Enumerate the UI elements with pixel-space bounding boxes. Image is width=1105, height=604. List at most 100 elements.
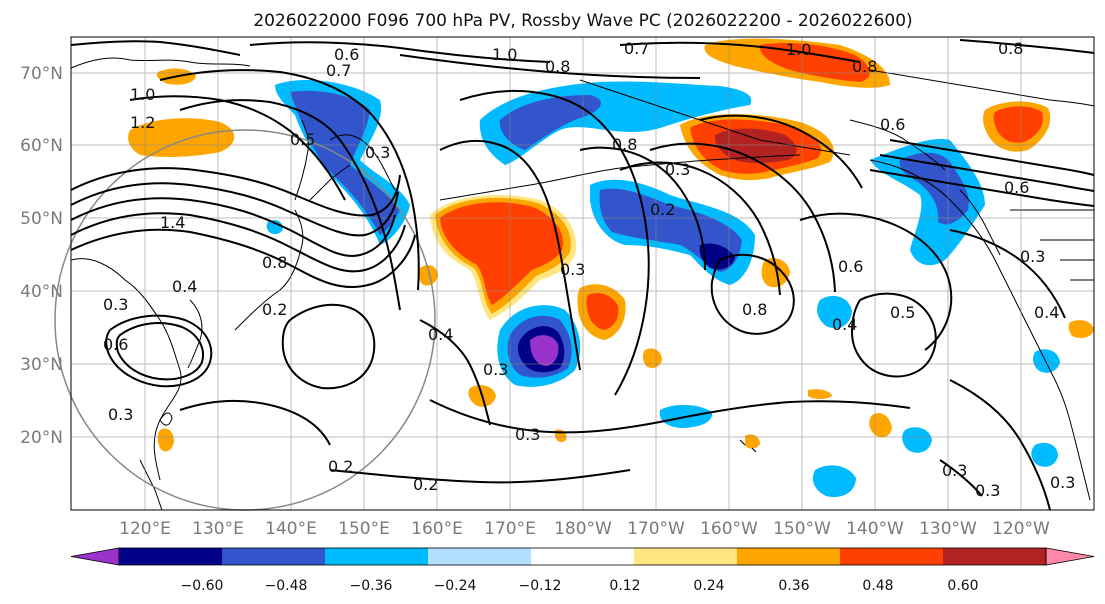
shade-pos-small-3 (642, 348, 662, 368)
contour-label: 0.8 (852, 57, 877, 76)
contour-line (699, 114, 863, 189)
colorbar-tick: 0.24 (693, 578, 724, 594)
contour-label: 1.0 (130, 85, 155, 104)
contour-label: 0.6 (1004, 178, 1029, 197)
longitude-label: 150°E (338, 519, 390, 539)
contour-label: 0.2 (328, 457, 353, 476)
colorbar-tick: 0.36 (778, 578, 809, 594)
contour-line (419, 319, 491, 426)
contour-line (579, 146, 706, 271)
contour-label: 0.7 (326, 61, 351, 80)
shade-neg-gulf-alaska-core (899, 152, 969, 225)
longitude-label: 140°W (846, 519, 904, 539)
colorbar-tick-labels: −0.60 −0.48 −0.36 −0.24 −0.12 0.12 0.24 … (181, 578, 979, 594)
latitude-label: 30°N (20, 355, 63, 375)
shade-pos-aleutian-dark (714, 128, 797, 164)
latitude-label: 50°N (20, 209, 63, 229)
gridlines (71, 37, 1094, 510)
colorbar-swatch (119, 548, 223, 565)
contour-line (949, 379, 1051, 511)
contour-label: 0.3 (103, 295, 128, 314)
shade-neg-small-1 (817, 296, 852, 329)
contour-label: 0.3 (483, 360, 508, 379)
map-panel: 0.6 0.7 1.0 0.7 0.8 0.8 1.0 0.8 1.0 1.2 … (54, 36, 1095, 511)
shade-pos-small-7 (1068, 320, 1094, 338)
contour-line (959, 39, 1095, 54)
colorbar-swatch (531, 548, 635, 565)
longitude-label: 160°W (700, 519, 758, 539)
contour-line (70, 212, 406, 273)
contour-label: 1.0 (786, 40, 811, 59)
contour-label: 0.6 (334, 45, 359, 64)
contour-line (249, 41, 551, 63)
latitude-label: 40°N (20, 282, 63, 302)
colorbar-swatch (943, 548, 1047, 565)
coast-japan (234, 209, 304, 331)
colorbar-tick: 0.60 (947, 578, 978, 594)
colorbar-tick: −0.36 (350, 578, 393, 594)
colorbar-swatch (428, 548, 532, 565)
coast-east-asia (70, 258, 182, 481)
contour-line (399, 54, 701, 79)
longitude-label: 160°E (411, 519, 463, 539)
colorbar: −0.60 −0.48 −0.36 −0.24 −0.12 0.12 0.24 … (70, 547, 1095, 594)
contour-label: 0.8 (742, 300, 767, 319)
shade-pos-canada-core (993, 106, 1044, 143)
colorbar-tick: −0.24 (434, 578, 477, 594)
contour-label: 1.0 (492, 45, 517, 64)
coast-gulf-alaska (849, 119, 946, 171)
contour-label: 0.5 (890, 303, 915, 322)
contour-line (459, 89, 650, 396)
contour-label: 0.3 (942, 461, 967, 480)
shade-pos-small-6 (157, 428, 174, 452)
coast-sakhalin (294, 119, 309, 201)
latitude-label: 70°N (20, 64, 63, 84)
contour-label: 0.3 (1050, 473, 1075, 492)
contour-line (281, 303, 376, 390)
contour-line (70, 40, 241, 56)
contour-line (159, 69, 420, 291)
contour-line (70, 228, 416, 289)
shade-pos-west-pac-core (440, 202, 563, 305)
map-frame (70, 36, 1095, 511)
coast-kamchatka (329, 134, 396, 191)
colorbar-tick: 0.12 (609, 578, 640, 594)
contour-line (439, 139, 581, 371)
contour-label: 0.4 (832, 315, 857, 334)
contour-label: 0.8 (612, 135, 637, 154)
colorbar-swatches (70, 547, 1095, 566)
contour-line (329, 469, 631, 484)
longitude-label: 120°E (119, 519, 171, 539)
coast-philippines (139, 459, 163, 511)
contour-label: 0.3 (515, 425, 540, 444)
colorbar-tick: 0.48 (862, 578, 893, 594)
coast-asia-north (70, 57, 251, 69)
coast-bc (959, 189, 1001, 256)
contour-label: 0.3 (665, 160, 690, 179)
colorbar-extend-low (70, 547, 120, 566)
coast-korea (187, 299, 203, 369)
contour-label: 0.3 (365, 143, 390, 162)
contour-line (850, 292, 937, 378)
contour-label: 0.6 (838, 257, 863, 276)
shade-neg-gulf-alaska (870, 139, 985, 266)
pv-contours (70, 39, 1095, 511)
colorbar-tick: −0.60 (181, 578, 224, 594)
longitude-label: 120°W (992, 519, 1050, 539)
coast-hawaii (739, 439, 757, 453)
contour-label: 0.2 (413, 475, 438, 494)
shade-pos-mid-1-core (586, 293, 619, 330)
contour-line (710, 253, 795, 335)
coastlines (70, 57, 1095, 511)
contour-line (869, 169, 1095, 207)
longitude-label: 170°W (627, 519, 685, 539)
latitude-axis: 70°N 60°N 50°N 40°N 30°N 20°N (20, 64, 63, 448)
longitude-label: 170°E (484, 519, 536, 539)
latitude-label: 20°N (20, 428, 63, 448)
contour-label: 0.2 (650, 200, 675, 219)
longitude-label: 180°W (554, 519, 612, 539)
contour-line (949, 229, 1066, 319)
colorbar-swatch (325, 548, 429, 565)
contour-label: 0.6 (880, 115, 905, 134)
longitude-label: 140°E (265, 519, 317, 539)
